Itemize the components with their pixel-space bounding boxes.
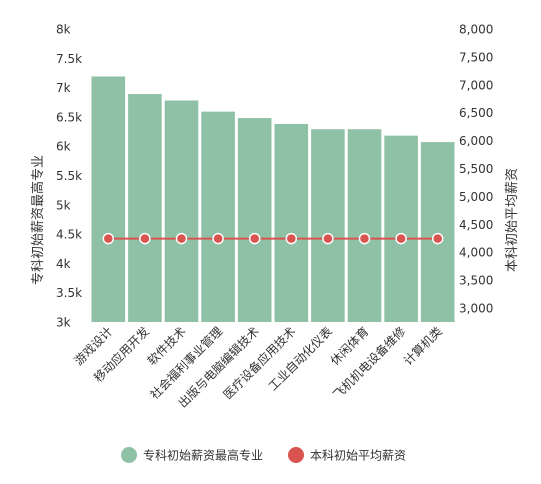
bar-5[interactable] [237,118,272,323]
left-tick-label: 3.5k [56,286,82,300]
right-tick-label: 3,000 [459,302,493,316]
line-point-8[interactable] [358,232,371,245]
right-tick-label: 8,000 [459,23,493,37]
bar-7[interactable] [311,129,345,322]
left-tick-label: 5.5k [56,169,82,183]
bar-4[interactable] [201,111,235,322]
line-point-7[interactable] [322,232,334,245]
line-point-5[interactable] [248,232,261,245]
left-tick-label: 7.5k [56,52,82,66]
bar-10[interactable] [420,142,455,322]
right-tick-label: 6,000 [459,134,493,148]
left-tick-label: 4.5k [56,228,82,242]
bar-9[interactable] [384,135,418,322]
x-tick-label: 工业自动化仪表 [266,324,335,393]
bars-layer [91,76,455,323]
x-tick-label: 计算机类 [400,324,445,369]
right-tick-label: 4,000 [459,246,493,260]
right-tick-label: 5,500 [459,162,493,176]
legend-label-bar-series: 专科初始薪资最高专业 [143,448,263,463]
bar-2[interactable] [128,94,162,323]
bar-8[interactable] [347,129,382,322]
bar-3[interactable] [164,100,199,322]
legend-marker-line-series[interactable] [288,447,304,463]
bar-1[interactable] [91,76,126,322]
line-layer [102,232,444,245]
left-tick-label: 5k [56,198,71,212]
line-point-3[interactable] [175,232,188,245]
right-tick-label: 7,000 [459,78,493,92]
left-tick-label: 6k [56,140,71,154]
right-axis-title: 本科初始平均薪资 [505,168,520,272]
left-axis-title: 专科初始薪资最高专业 [30,155,46,285]
x-axis-ticks: 游戏设计移动应用开发软件技术社会福利事业管理出版与电脑编辑技术医疗设备应用技术工… [72,324,445,411]
right-tick-label: 6,500 [459,106,493,120]
left-tick-label: 4k [56,257,71,271]
left-tick-label: 8k [56,23,71,37]
right-tick-label: 3,500 [459,274,493,288]
line-point-2[interactable] [139,232,151,245]
right-tick-label: 4,500 [459,218,493,232]
line-point-10[interactable] [431,232,444,245]
line-point-1[interactable] [102,232,115,245]
line-point-9[interactable] [395,232,407,245]
right-tick-label: 5,000 [459,190,493,204]
left-tick-label: 3k [56,316,71,330]
left-tick-label: 7k [56,81,71,95]
right-tick-label: 7,500 [459,50,493,64]
line-point-6[interactable] [285,232,298,245]
legend-marker-bar-series[interactable] [121,447,137,463]
legend: 专科初始薪资最高专业 本科初始平均薪资 [121,447,406,463]
left-tick-label: 6.5k [56,110,82,124]
line-point-4[interactable] [212,232,224,245]
bar-6[interactable] [274,123,309,322]
left-axis-ticks: 3k 3.5k 4k 4.5k 5k 5.5k 6k 6.5k 7k 7.5k 8k [56,23,82,330]
right-axis-ticks: 3,000 3,500 4,000 4,500 5,000 5,500 6,000 6,500… [459,23,493,316]
legend-label-line-series: 本科初始平均薪资 [310,449,406,463]
